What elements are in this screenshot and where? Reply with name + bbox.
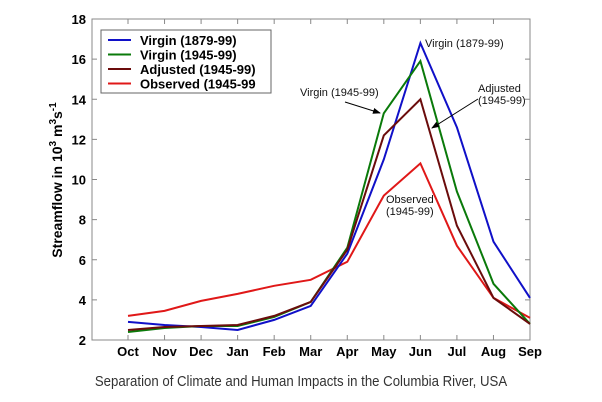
figure-caption: Separation of Climate and Human Impacts …	[94, 373, 508, 390]
x-tick-label: Oct	[117, 344, 139, 359]
y-tick-label: 10	[72, 173, 86, 188]
y-tick-label: 18	[72, 12, 86, 27]
legend-label: Virgin (1945-99)	[140, 48, 237, 63]
annotation-label: Virgin (1945-99)	[300, 87, 379, 99]
ylabel-text: s	[49, 111, 65, 119]
x-tick-label: Jun	[409, 344, 432, 359]
ylabel-text: Streamflow in 10	[49, 146, 65, 257]
series-line-3	[127, 97, 531, 331]
y-tick-label: 2	[79, 333, 86, 348]
annotations: Virgin (1879-99) Virgin (1945-99) Adjusted…	[300, 38, 526, 218]
series-line-4	[127, 161, 531, 319]
x-tick-label: Sep	[518, 344, 542, 359]
y-axis: 2 4 6 8 10 12 14 16 18	[72, 12, 530, 348]
ylabel-superscript: -1	[48, 102, 59, 111]
x-tick-label: Aug	[481, 344, 506, 359]
x-axis: Oct Nov Dec Jan Feb Mar Apr May Jun Jul Aug Sep	[117, 19, 542, 359]
x-tick-label: Jul	[448, 344, 467, 359]
annotation-label: Adjusted	[478, 83, 521, 95]
x-tick-label: Feb	[263, 344, 286, 359]
annotation-label: (1945-99)	[478, 95, 526, 107]
ylabel-superscript: 3	[48, 140, 59, 146]
x-tick-label: Dec	[189, 344, 213, 359]
legend: Virgin (1879-99)Virgin (1945-99)Adjusted…	[100, 29, 272, 94]
x-tick-label: Jan	[226, 344, 248, 359]
annotation-label: Observed	[386, 194, 434, 206]
annotation-label: (1945-99)	[386, 206, 434, 218]
x-tick-label: Mar	[299, 344, 322, 359]
annotation-arrow	[344, 101, 381, 114]
x-tick-label: Apr	[336, 344, 358, 359]
y-tick-label: 16	[72, 52, 86, 67]
ylabel-superscript: 3	[48, 119, 59, 125]
x-tick-label: May	[371, 344, 397, 359]
y-tick-label: 8	[79, 213, 86, 228]
legend-label: Observed (1945-99	[140, 77, 256, 92]
y-tick-label: 12	[72, 132, 86, 147]
y-axis-title: Streamflow in 103 m3s-1	[48, 102, 65, 258]
annotation-label: Virgin (1879-99)	[425, 38, 504, 50]
legend-label: Virgin (1879-99)	[140, 33, 237, 48]
legend-label: Adjusted (1945-99)	[140, 62, 256, 77]
series-lines	[127, 40, 531, 333]
streamflow-chart: 2 4 6 8 10 12 14 16 18 Oct Nov Dec Jan Feb Mar Apr May J…	[48, 12, 542, 359]
annotation-arrow	[431, 98, 479, 129]
x-tick-label: Nov	[152, 344, 177, 359]
ylabel-text: m	[49, 125, 65, 141]
y-tick-label: 6	[79, 253, 86, 268]
y-tick-label: 14	[72, 92, 87, 107]
y-tick-label: 4	[79, 293, 87, 308]
